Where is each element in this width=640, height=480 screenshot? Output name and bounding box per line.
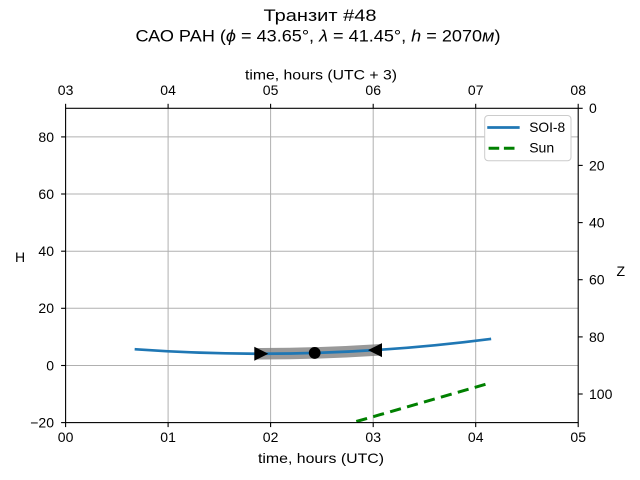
svg-text:H: H	[15, 249, 25, 265]
svg-text:03: 03	[365, 429, 381, 445]
svg-text:100: 100	[589, 386, 613, 402]
svg-text:60: 60	[38, 186, 54, 202]
svg-text:00: 00	[58, 429, 74, 445]
svg-text:80: 80	[589, 329, 605, 345]
svg-text:time, hours (UTC): time, hours (UTC)	[258, 450, 384, 466]
svg-text:03: 03	[58, 82, 74, 98]
svg-text:−20: −20	[30, 415, 54, 431]
svg-text:20: 20	[38, 300, 54, 316]
svg-text:40: 40	[38, 243, 54, 259]
svg-text:Z: Z	[617, 263, 626, 279]
svg-text:time, hours (UTC + 3): time, hours (UTC + 3)	[245, 67, 397, 83]
svg-text:40: 40	[589, 215, 605, 231]
svg-text:20: 20	[589, 157, 605, 173]
svg-text:01: 01	[160, 429, 176, 445]
svg-text:06: 06	[365, 82, 381, 98]
svg-text:0: 0	[46, 357, 54, 373]
svg-text:05: 05	[570, 429, 586, 445]
svg-text:Sun: Sun	[529, 140, 554, 156]
svg-text:02: 02	[263, 429, 279, 445]
svg-text:80: 80	[38, 129, 54, 145]
svg-text:60: 60	[589, 272, 605, 288]
svg-text:05: 05	[263, 82, 279, 98]
svg-text:SOI-8: SOI-8	[529, 119, 565, 135]
svg-text:04: 04	[160, 82, 176, 98]
svg-text:САО РАН (ϕ = 43.65°, λ = 41.45: САО РАН (ϕ = 43.65°, λ = 41.45°, h = 207…	[136, 27, 501, 45]
svg-text:07: 07	[468, 82, 484, 98]
svg-text:04: 04	[468, 429, 484, 445]
svg-text:0: 0	[589, 100, 597, 116]
svg-text:Транзит #48: Транзит #48	[264, 7, 377, 25]
svg-text:08: 08	[570, 82, 586, 98]
